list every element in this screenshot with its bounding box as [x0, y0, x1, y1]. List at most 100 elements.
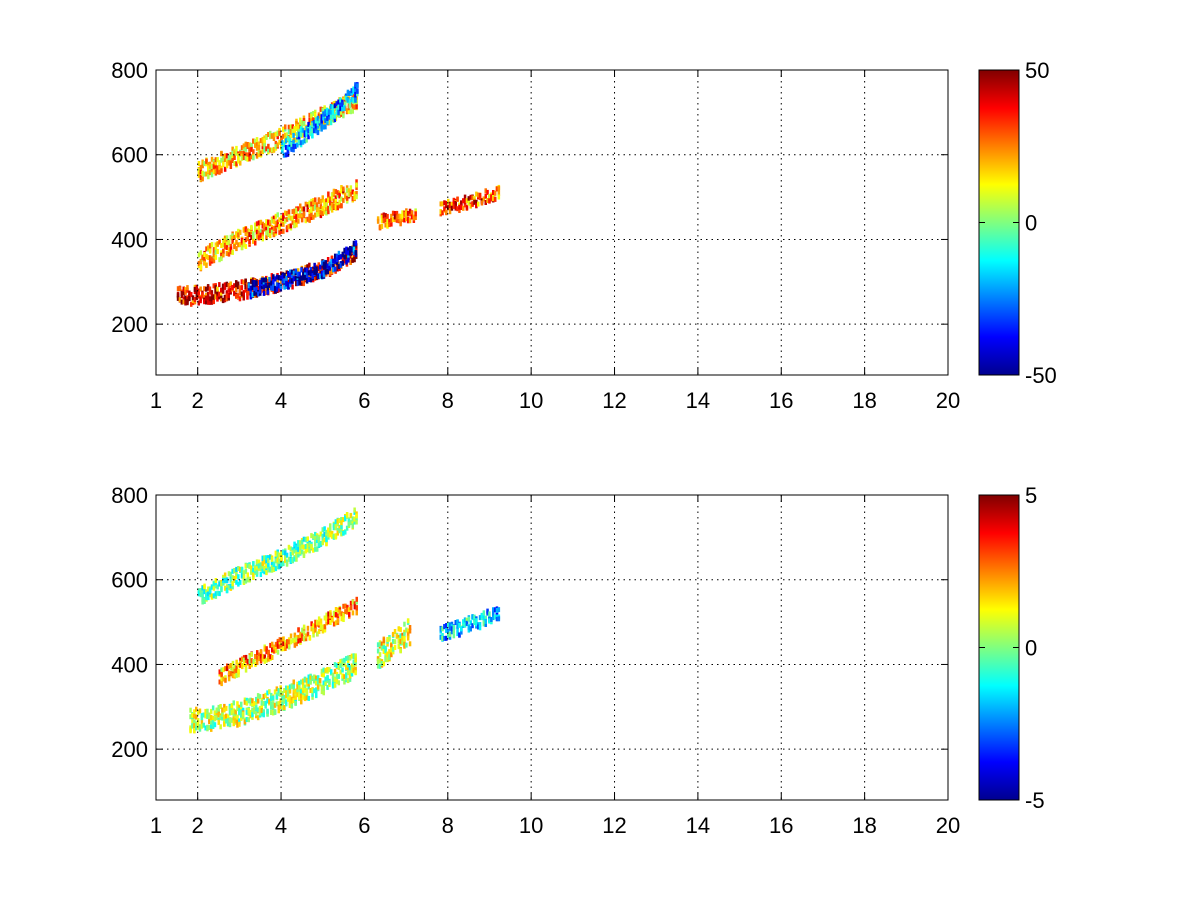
- heatmap-cell: [274, 226, 278, 232]
- heatmap-cell: [184, 287, 187, 293]
- heatmap-cell: [231, 154, 234, 160]
- heatmap-cell: [380, 661, 384, 667]
- heatmap-cell: [223, 572, 227, 578]
- heatmap-cell: [493, 614, 497, 620]
- heatmap-cell: [261, 144, 264, 150]
- heatmap-cell: [328, 667, 331, 673]
- heatmap-cell: [340, 109, 343, 115]
- heatmap-cell: [274, 558, 278, 564]
- heatmap-cell: [208, 712, 211, 718]
- heatmap-cell: [302, 268, 305, 274]
- heatmap-cell: [278, 127, 281, 133]
- heatmap-cell: [333, 682, 337, 688]
- heatmap-cell: [195, 706, 198, 712]
- heatmap-cell: [286, 643, 289, 649]
- heatmap-cell: [337, 680, 340, 686]
- heatmap-cell: [203, 161, 206, 167]
- heatmap-cell: [388, 649, 391, 655]
- heatmap-cell: [289, 551, 293, 557]
- heatmap-cell: [218, 169, 221, 175]
- heatmap-cell: [297, 135, 301, 141]
- heatmap-cell: [206, 724, 209, 730]
- heatmap-cell: [189, 714, 192, 720]
- heatmap-cell: [376, 218, 380, 224]
- heatmap-cell: [242, 227, 246, 233]
- heatmap-cell: [478, 622, 482, 627]
- heatmap-cell: [218, 291, 221, 297]
- heatmap-cell: [322, 680, 325, 686]
- x-tick-label: 12: [602, 813, 626, 838]
- heatmap-cell: [469, 620, 472, 626]
- heatmap-cell: [323, 531, 326, 537]
- heatmap-cell: [463, 194, 467, 200]
- heatmap-cell: [342, 186, 345, 192]
- heatmap-cell: [376, 642, 380, 648]
- heatmap-cell: [355, 194, 358, 200]
- heatmap-cell: [227, 287, 230, 293]
- heatmap-cell: [334, 525, 338, 531]
- heatmap-cell: [250, 658, 253, 664]
- heatmap-cell: [302, 118, 306, 123]
- heatmap-cell: [227, 155, 231, 161]
- heatmap-cell: [283, 698, 286, 704]
- x-tick-label: 20: [936, 388, 960, 413]
- heatmap-cell: [344, 194, 347, 200]
- heatmap-cell: [239, 229, 242, 235]
- heatmap-cell: [280, 637, 283, 643]
- heatmap-cell: [301, 690, 305, 696]
- heatmap-cell: [276, 557, 279, 563]
- heatmap-cell: [273, 709, 277, 715]
- heatmap-cell: [268, 276, 271, 282]
- heatmap-cell: [323, 537, 326, 543]
- heatmap-cell: [195, 284, 199, 290]
- heatmap-cell: [484, 193, 487, 199]
- heatmap-cell: [261, 141, 264, 147]
- heatmap-cell: [263, 646, 266, 652]
- heatmap-cell: [263, 654, 266, 660]
- heatmap-cell: [201, 596, 204, 602]
- heatmap-cell: [204, 725, 207, 731]
- heatmap-cell: [231, 233, 234, 239]
- heatmap-cell: [263, 559, 266, 565]
- heatmap-cell: [319, 210, 323, 215]
- heatmap-cell: [199, 169, 203, 175]
- heatmap-cell: [382, 212, 386, 218]
- heatmap-cell: [265, 646, 268, 652]
- heatmap-cell: [292, 132, 295, 138]
- heatmap-cell: [212, 585, 216, 591]
- heatmap-cell: [327, 191, 330, 197]
- heatmap-cell: [349, 513, 353, 519]
- heatmap-cell: [216, 289, 219, 295]
- heatmap-cell: [285, 216, 289, 222]
- heatmap-cell: [467, 200, 471, 206]
- heatmap-cell: [225, 584, 229, 590]
- heatmap-cell: [355, 599, 358, 605]
- heatmap-cell: [303, 696, 307, 702]
- heatmap-cell: [314, 619, 317, 625]
- heatmap-cell: [176, 295, 180, 301]
- heatmap-cell: [391, 649, 395, 655]
- heatmap-cell: [283, 694, 286, 700]
- heatmap-cell: [286, 691, 290, 697]
- heatmap-cell: [452, 200, 456, 206]
- heatmap-cell: [286, 135, 290, 141]
- heatmap-cell: [343, 674, 346, 680]
- heatmap-cell: [249, 285, 253, 291]
- heatmap-cell: [282, 561, 285, 567]
- heatmap-cell: [298, 680, 301, 686]
- x-tick-label: 10: [519, 388, 543, 413]
- heatmap-cell: [443, 635, 446, 641]
- heatmap-cell: [257, 285, 260, 291]
- heatmap-cell: [465, 617, 469, 623]
- heatmap-cell: [223, 714, 226, 720]
- heatmap-cell: [289, 278, 292, 284]
- heatmap-cell: [314, 623, 317, 629]
- heatmap-cell: [338, 528, 341, 534]
- heatmap-cell: [484, 622, 487, 627]
- heatmap-cell: [199, 250, 203, 256]
- heatmap-cell: [255, 152, 259, 158]
- heatmap-cell: [269, 220, 272, 226]
- heatmap-cell: [397, 637, 401, 643]
- heatmap-cell: [285, 281, 288, 287]
- heatmap-cell: [355, 100, 358, 106]
